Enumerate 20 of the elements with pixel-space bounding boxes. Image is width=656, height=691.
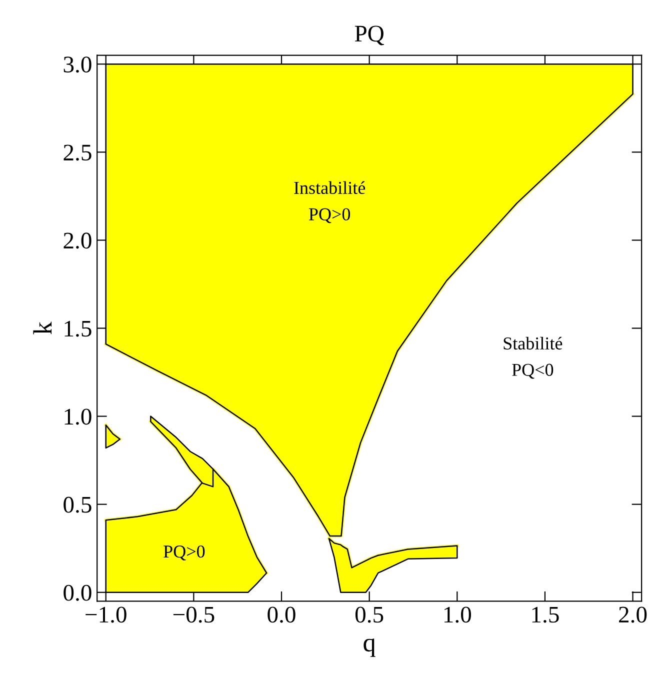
x-tick-label: 1.5 bbox=[532, 606, 559, 623]
annotation: Instabilité PQ>0 bbox=[294, 181, 366, 224]
x-tick-label: 1.0 bbox=[444, 606, 472, 623]
x-axis-title: q bbox=[364, 638, 376, 657]
chart-title: PQ bbox=[354, 26, 384, 46]
y-tick-label: 0.5 bbox=[64, 496, 92, 513]
x-tick-label: 0.5 bbox=[355, 606, 384, 623]
y-tick-label: 1.5 bbox=[64, 320, 92, 337]
x-tick-label: −0.5 bbox=[173, 606, 214, 623]
x-tick-label: −1.0 bbox=[86, 606, 126, 623]
y-tick-label: 0.0 bbox=[64, 584, 92, 601]
x-tick-label: 2.0 bbox=[619, 606, 647, 623]
annotation: Stabilité PQ<0 bbox=[504, 336, 562, 379]
annotation: PQ>0 bbox=[164, 545, 205, 560]
y-tick-label: 3.0 bbox=[64, 56, 92, 73]
y-tick-label: 2.5 bbox=[64, 144, 92, 161]
y-axis-title: k bbox=[33, 322, 52, 334]
y-tick-label: 1.0 bbox=[64, 408, 92, 425]
x-tick-label: 0.0 bbox=[268, 606, 296, 623]
y-tick-label: 2.0 bbox=[64, 232, 92, 249]
